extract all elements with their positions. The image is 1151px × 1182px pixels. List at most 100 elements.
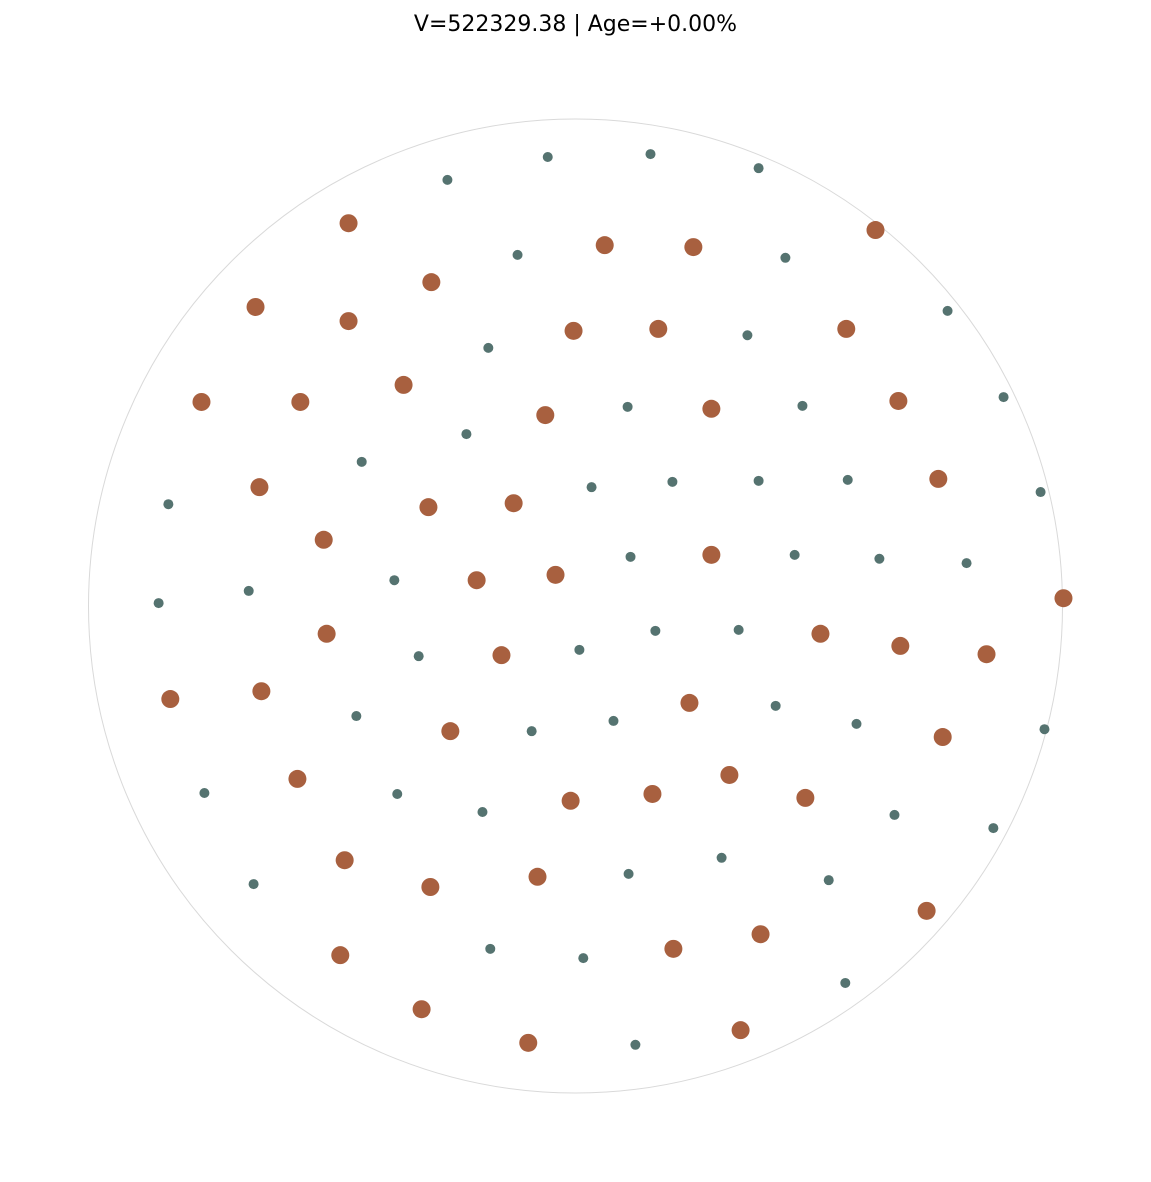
- small-point: [851, 718, 862, 729]
- large-point: [421, 877, 440, 896]
- large-point: [891, 636, 910, 655]
- small-point: [842, 474, 853, 485]
- small-point: [608, 715, 619, 726]
- small-point: [578, 953, 589, 964]
- small-point: [988, 823, 999, 834]
- small-point: [645, 149, 656, 160]
- large-point: [192, 392, 211, 411]
- large-point: [492, 646, 511, 665]
- small-point: [998, 392, 1009, 403]
- small-point: [874, 553, 885, 564]
- large-point: [394, 375, 413, 394]
- small-point: [153, 598, 164, 609]
- small-point: [243, 585, 254, 596]
- small-point: [840, 977, 851, 988]
- small-point: [623, 868, 634, 879]
- large-point: [702, 399, 721, 418]
- large-point: [977, 645, 996, 664]
- small-point: [163, 499, 174, 510]
- small-point: [413, 651, 424, 662]
- small-point: [716, 852, 727, 863]
- small-point: [542, 151, 553, 162]
- large-point: [702, 545, 721, 564]
- large-point: [546, 565, 565, 584]
- large-point: [419, 498, 438, 517]
- small-point: [485, 943, 496, 954]
- large-point: [519, 1033, 538, 1052]
- large-point: [561, 791, 580, 810]
- small-point: [780, 252, 791, 263]
- large-point: [161, 690, 180, 709]
- large-point: [288, 769, 307, 788]
- small-point: [753, 475, 764, 486]
- small-point: [461, 429, 472, 440]
- small-point: [630, 1039, 641, 1050]
- small-point: [199, 788, 210, 799]
- large-point: [291, 392, 310, 411]
- small-point: [942, 305, 953, 316]
- small-point: [961, 558, 972, 569]
- large-point: [649, 319, 668, 338]
- large-point: [317, 624, 336, 643]
- chart-title: V=522329.38 | Age=+0.00%: [413, 12, 738, 37]
- large-point: [422, 273, 441, 292]
- large-point: [917, 901, 936, 920]
- large-point: [314, 530, 333, 549]
- large-point: [339, 214, 358, 233]
- small-point: [526, 726, 537, 737]
- large-point: [680, 693, 699, 712]
- small-point: [389, 575, 400, 586]
- large-point: [664, 939, 683, 958]
- large-point: [643, 784, 662, 803]
- large-point: [250, 478, 269, 497]
- small-point: [586, 482, 597, 493]
- large-point: [720, 765, 739, 784]
- large-point: [889, 391, 908, 410]
- large-point: [339, 312, 358, 331]
- small-point: [248, 879, 259, 890]
- large-point: [595, 236, 614, 255]
- large-point: [1054, 589, 1073, 608]
- small-point: [351, 711, 362, 722]
- small-point: [889, 809, 900, 820]
- large-point: [837, 319, 856, 338]
- small-point: [392, 788, 403, 799]
- small-point: [625, 551, 636, 562]
- large-point: [751, 925, 770, 944]
- small-point: [442, 174, 453, 185]
- small-point: [356, 456, 367, 467]
- small-point: [483, 342, 494, 353]
- small-point: [650, 625, 661, 636]
- large-point: [929, 469, 948, 488]
- small-point: [1035, 487, 1046, 498]
- small-point: [789, 549, 800, 560]
- boundary-circle: [88, 118, 1063, 1094]
- large-point: [331, 946, 350, 965]
- large-point: [796, 788, 815, 807]
- large-point: [441, 722, 460, 741]
- large-point: [528, 867, 547, 886]
- small-point: [770, 700, 781, 711]
- large-point: [467, 571, 486, 590]
- large-point: [866, 221, 885, 240]
- large-point: [731, 1021, 750, 1040]
- small-point: [667, 476, 678, 487]
- large-point: [684, 238, 703, 257]
- small-point: [753, 163, 764, 174]
- small-point: [733, 624, 744, 635]
- small-point: [622, 401, 633, 412]
- small-point: [742, 330, 753, 341]
- large-point: [811, 624, 830, 643]
- large-point: [412, 1000, 431, 1019]
- large-point: [335, 851, 354, 870]
- large-point: [536, 406, 555, 425]
- large-point: [564, 321, 583, 340]
- small-point: [797, 400, 808, 411]
- small-point: [823, 875, 834, 886]
- small-point: [512, 249, 523, 260]
- large-point: [504, 494, 523, 513]
- large-point: [933, 728, 952, 747]
- large-point: [246, 297, 265, 316]
- small-point: [477, 807, 488, 818]
